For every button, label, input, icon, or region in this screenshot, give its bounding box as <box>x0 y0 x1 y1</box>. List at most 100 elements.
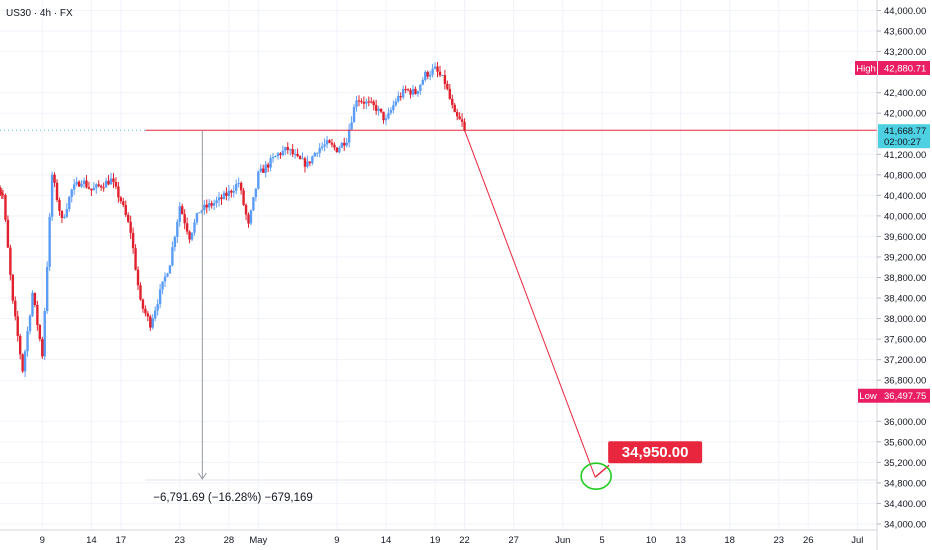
candle-body[interactable] <box>36 304 39 326</box>
target-badge[interactable] <box>608 441 703 464</box>
candle-body[interactable] <box>151 318 154 328</box>
candle-body[interactable] <box>227 190 231 197</box>
candle-body[interactable] <box>443 75 447 84</box>
candle-body[interactable] <box>225 192 228 197</box>
candle-body[interactable] <box>235 183 238 191</box>
candle-body[interactable] <box>394 101 397 106</box>
candle-body[interactable] <box>389 110 393 113</box>
candle-body[interactable] <box>77 181 81 187</box>
candle-body[interactable] <box>347 129 351 143</box>
candle-body[interactable] <box>264 164 267 173</box>
candle-body[interactable] <box>16 316 19 336</box>
candle-body[interactable] <box>433 66 437 69</box>
candle-body[interactable] <box>340 142 343 148</box>
candle-body[interactable] <box>325 140 329 145</box>
candle-body[interactable] <box>9 247 12 275</box>
candle-body[interactable] <box>208 203 211 208</box>
candle-body[interactable] <box>21 354 24 372</box>
candle-body[interactable] <box>257 171 260 189</box>
candle-body[interactable] <box>95 184 98 188</box>
candle-body[interactable] <box>134 248 137 270</box>
candle-body[interactable] <box>45 266 49 311</box>
candle-body[interactable] <box>360 101 363 103</box>
candle-body[interactable] <box>183 214 186 224</box>
candle-body[interactable] <box>0 191 2 193</box>
candle-body[interactable] <box>379 108 383 112</box>
candle-body[interactable] <box>328 140 331 143</box>
candle-body[interactable] <box>448 88 452 99</box>
candle-body[interactable] <box>455 112 459 117</box>
candle-body[interactable] <box>80 184 83 187</box>
candle-body[interactable] <box>463 121 466 131</box>
candle-body[interactable] <box>58 199 61 211</box>
candle-body[interactable] <box>222 192 226 200</box>
candle-body[interactable] <box>1 194 5 196</box>
candle-body[interactable] <box>276 153 280 157</box>
candle-body[interactable] <box>217 197 221 201</box>
candle-body[interactable] <box>399 96 402 98</box>
candle-body[interactable] <box>362 101 366 104</box>
candle-body[interactable] <box>313 153 316 157</box>
candle-body[interactable] <box>271 157 275 159</box>
candle-body[interactable] <box>311 156 314 164</box>
candle-body[interactable] <box>411 88 415 95</box>
candle-body[interactable] <box>301 158 304 160</box>
candle-body[interactable] <box>28 315 32 331</box>
candle-body[interactable] <box>205 204 208 208</box>
candle-body[interactable] <box>168 265 172 274</box>
candle-body[interactable] <box>274 156 277 158</box>
candle-body[interactable] <box>416 91 420 94</box>
candle-body[interactable] <box>249 210 253 224</box>
candle-body[interactable] <box>129 221 132 233</box>
candle-body[interactable] <box>308 161 312 164</box>
candle-body[interactable] <box>345 142 348 146</box>
candle-body[interactable] <box>384 118 388 121</box>
candle-body[interactable] <box>441 75 444 77</box>
candle-body[interactable] <box>350 122 353 130</box>
candle-body[interactable] <box>242 190 245 205</box>
candle-body[interactable] <box>323 144 326 147</box>
candle-body[interactable] <box>11 274 15 301</box>
candle-body[interactable] <box>210 203 213 206</box>
candle-body[interactable] <box>85 180 88 188</box>
candle-body[interactable] <box>333 144 336 148</box>
candle-body[interactable] <box>212 203 216 206</box>
candle-body[interactable] <box>220 197 223 200</box>
candle-body[interactable] <box>330 142 334 145</box>
candle-body[interactable] <box>146 313 150 317</box>
candle-body[interactable] <box>254 188 258 198</box>
candle-body[interactable] <box>338 147 341 153</box>
candle-body[interactable] <box>6 219 10 248</box>
candle-body[interactable] <box>102 187 105 189</box>
candle-body[interactable] <box>193 222 196 233</box>
candle-body[interactable] <box>100 185 103 188</box>
candle-body[interactable] <box>451 98 454 105</box>
candle-body[interactable] <box>117 186 120 198</box>
target-circle[interactable] <box>580 462 612 491</box>
candle-body[interactable] <box>244 204 248 215</box>
candle-body[interactable] <box>262 168 265 173</box>
candle-body[interactable] <box>63 216 66 218</box>
candle-body[interactable] <box>291 149 294 155</box>
candle-body[interactable] <box>18 335 22 355</box>
candle-body[interactable] <box>136 269 140 286</box>
candle-body[interactable] <box>424 71 427 80</box>
candle-body[interactable] <box>0 192 3 195</box>
candle-body[interactable] <box>365 101 368 104</box>
candle-body[interactable] <box>173 236 177 248</box>
candle-body[interactable] <box>68 196 71 210</box>
candle-body[interactable] <box>318 148 321 153</box>
candle-body[interactable] <box>370 101 373 103</box>
candle-body[interactable] <box>14 300 17 317</box>
candle-body[interactable] <box>144 308 147 314</box>
candle-body[interactable] <box>237 182 240 184</box>
candle-body[interactable] <box>122 201 125 206</box>
candle-body[interactable] <box>171 247 174 266</box>
candle-body[interactable] <box>181 206 184 215</box>
candle-body[interactable] <box>124 205 127 215</box>
candle-body[interactable] <box>446 83 449 89</box>
candle-body[interactable] <box>127 214 130 222</box>
time-axis[interactable]: 9 14 17 23 28 May 9 14 19 22 27 Jun 5 10 13 18 23 26 Jul <box>0 529 877 546</box>
candle-body[interactable] <box>161 281 164 290</box>
candle-body[interactable] <box>90 188 93 191</box>
